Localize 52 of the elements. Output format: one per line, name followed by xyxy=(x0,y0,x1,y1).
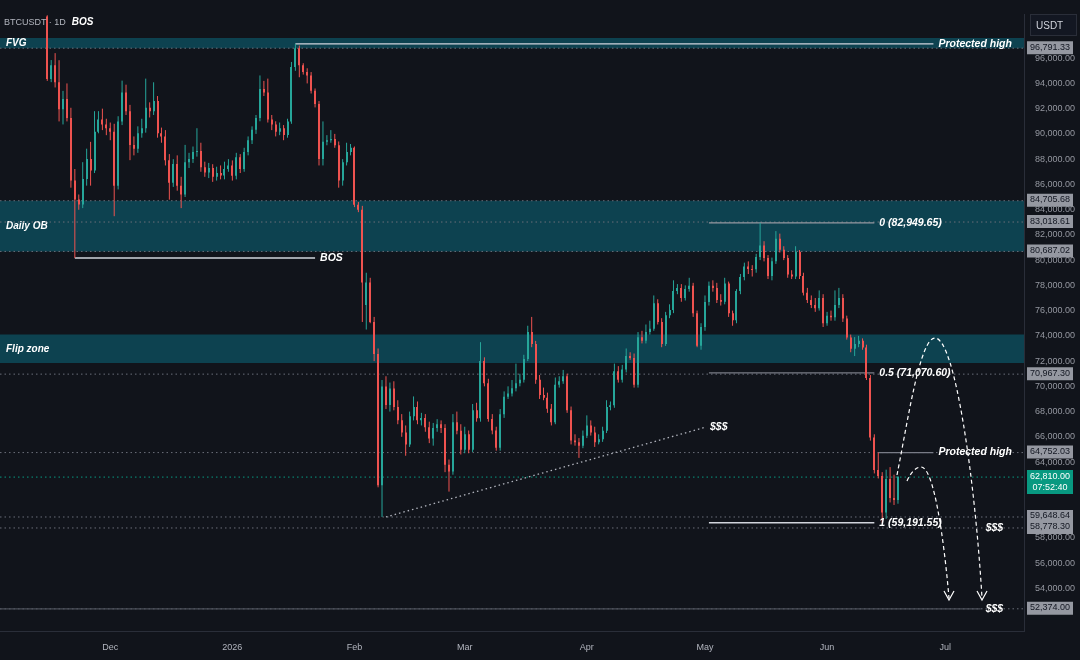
y-tick-label: 88,000.00 xyxy=(1035,153,1076,164)
annotation: 0 (82,949.65) xyxy=(879,215,943,228)
y-tick-label: 86,000.00 xyxy=(1035,178,1076,189)
ref-line-label: 83,018.61 xyxy=(1029,215,1071,226)
x-tick-label: Feb xyxy=(346,642,363,653)
ref-line-label: 58,778.30 xyxy=(1029,521,1071,532)
annotation: BOS xyxy=(71,16,94,27)
y-tick-label: 78,000.00 xyxy=(1035,279,1076,290)
ref-line-label: 52,374.00 xyxy=(1029,602,1071,613)
annotation: $$$ xyxy=(984,520,1004,533)
y-tick-label: 56,000.00 xyxy=(1035,557,1076,568)
ref-line-label: 70,967.30 xyxy=(1029,367,1071,378)
ref-line-label: 96,791.33 xyxy=(1029,41,1071,52)
y-tick-label: 70,000.00 xyxy=(1035,380,1076,391)
x-tick-label: Mar xyxy=(456,642,473,653)
annotation: 0.5 (71,070.60) xyxy=(879,365,952,378)
x-tick-label: Dec xyxy=(102,642,119,653)
y-tick-label: 84,000.00 xyxy=(1035,204,1076,215)
ref-line-label: 80,687.02 xyxy=(1029,244,1071,255)
annotation: Protected high xyxy=(938,445,1012,458)
y-tick-label: 68,000.00 xyxy=(1035,406,1076,417)
y-tick-label: 64,000.00 xyxy=(1035,456,1076,467)
band-label: FVG xyxy=(6,36,27,48)
band-label: Daily OB xyxy=(6,219,48,231)
annotation: $$$ xyxy=(984,601,1004,614)
band-label: Flip zone xyxy=(6,342,50,354)
y-tick-label: 82,000.00 xyxy=(1035,229,1076,240)
x-tick-label: 2026 xyxy=(222,642,243,653)
ref-line-label: 84,705.68 xyxy=(1029,194,1071,205)
y-tick-label: 76,000.00 xyxy=(1035,305,1076,316)
annotation: 1 (59,191.55) xyxy=(879,515,943,528)
y-tick-label: 94,000.00 xyxy=(1035,77,1076,88)
y-tick-label: 74,000.00 xyxy=(1035,330,1076,341)
y-axis-title: USDT xyxy=(1030,14,1077,36)
ref-line-label: 62,810.00 07:52:40 xyxy=(1029,470,1071,492)
annotation: $$$ xyxy=(708,420,728,433)
y-tick-label: 66,000.00 xyxy=(1035,431,1076,442)
annotation: BOS xyxy=(320,250,343,263)
x-tick-label: May xyxy=(696,642,714,653)
y-tick-label: 96,000.00 xyxy=(1035,52,1076,63)
y-tick-label: 90,000.00 xyxy=(1035,128,1076,139)
ref-line-label: 64,752.03 xyxy=(1029,446,1071,457)
ref-line-label: 59,648.64 xyxy=(1029,510,1071,521)
x-tick-label: Apr xyxy=(579,642,594,653)
x-tick-label: Jul xyxy=(939,642,951,653)
y-tick-label: 92,000.00 xyxy=(1035,103,1076,114)
y-tick-label: 80,000.00 xyxy=(1035,254,1076,265)
annotation: Protected high xyxy=(938,36,1012,49)
x-tick-label: Jun xyxy=(819,642,835,653)
y-tick-label: 54,000.00 xyxy=(1035,582,1076,593)
y-tick-label: 72,000.00 xyxy=(1035,355,1076,366)
y-tick-label: 58,000.00 xyxy=(1035,532,1076,543)
